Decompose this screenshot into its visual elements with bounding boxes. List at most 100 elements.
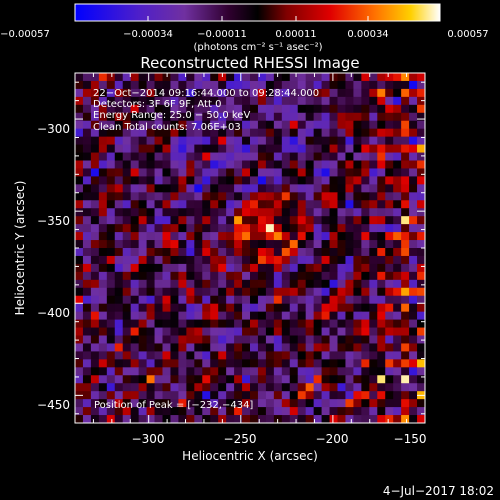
- heatmap-cell: [250, 192, 259, 201]
- heatmap-cell: [90, 208, 100, 217]
- heatmap-cell: [98, 415, 108, 423]
- heatmap-cell: [178, 415, 187, 423]
- heatmap-cell: [265, 88, 275, 98]
- heatmap-cell: [409, 399, 418, 408]
- heatmap-cell: [122, 144, 132, 153]
- heatmap-cell: [178, 311, 187, 320]
- heatmap-cell: [202, 311, 211, 320]
- heatmap-cell: [377, 343, 386, 352]
- heatmap-cell: [329, 375, 338, 384]
- heatmap-cell: [210, 73, 219, 82]
- heatmap-cell: [202, 391, 211, 400]
- heatmap-cell: [257, 73, 267, 82]
- heatmap-cell: [130, 391, 140, 400]
- heatmap-cell: [305, 295, 315, 305]
- heatmap-cell: [297, 232, 307, 241]
- heatmap-cell: [409, 271, 418, 281]
- heatmap-cell: [90, 327, 100, 336]
- heatmap-cell: [257, 112, 267, 122]
- heatmap-cell: [106, 232, 116, 241]
- heatmap-cell: [289, 200, 299, 209]
- heatmap-cell: [409, 248, 418, 257]
- heatmap-cell: [377, 399, 386, 408]
- heatmap-cell: [337, 391, 346, 400]
- heatmap-cell: [305, 343, 315, 352]
- heatmap-cell: [417, 144, 425, 153]
- heatmap-cell: [186, 279, 195, 289]
- heatmap-cell: [401, 271, 410, 281]
- heatmap-cell: [106, 383, 116, 392]
- heatmap-cell: [417, 367, 425, 376]
- heatmap-cell: [313, 136, 322, 145]
- heatmap-cell: [170, 224, 179, 233]
- heatmap-cell: [273, 216, 283, 225]
- heatmap-cell: [329, 327, 338, 336]
- heatmap-cell: [234, 351, 243, 360]
- heatmap-cell: [273, 168, 283, 177]
- heatmap-cell: [281, 216, 291, 225]
- heatmap-cell: [265, 343, 275, 352]
- heatmap-cell: [122, 216, 132, 225]
- heatmap-cell: [250, 168, 259, 177]
- heatmap-cell: [409, 144, 418, 153]
- heatmap-cell: [281, 96, 291, 106]
- heatmap-cell: [417, 160, 425, 169]
- heatmap-cell: [98, 303, 108, 313]
- heatmap-cell: [146, 391, 155, 400]
- heatmap-cell: [138, 399, 147, 408]
- heatmap-cell: [369, 391, 378, 400]
- heatmap-cell: [385, 271, 394, 281]
- heatmap-cell: [385, 152, 394, 161]
- heatmap-cell: [305, 303, 315, 313]
- heatmap-cell: [218, 351, 227, 360]
- heatmap-cell: [329, 73, 338, 82]
- heatmap-cell: [90, 399, 100, 408]
- heatmap-cell: [409, 184, 418, 193]
- heatmap-cell: [82, 383, 92, 392]
- heatmap-cell: [353, 144, 362, 153]
- heatmap-cell: [345, 192, 354, 201]
- heatmap-cell: [146, 271, 155, 281]
- heatmap-cell: [377, 287, 386, 297]
- heatmap-cell: [337, 73, 346, 82]
- heatmap-cell: [417, 168, 425, 177]
- heatmap-cell: [202, 120, 211, 130]
- heatmap-cell: [417, 271, 425, 281]
- heatmap-cell: [218, 184, 227, 193]
- heatmap-cell: [321, 208, 330, 217]
- heatmap-cell: [265, 104, 275, 114]
- heatmap-cell: [82, 263, 92, 273]
- heatmap-cell: [297, 176, 307, 185]
- heatmap-cell: [337, 399, 346, 408]
- heatmap-cell: [305, 263, 315, 273]
- heatmap-cell: [377, 192, 386, 201]
- heatmap-cell: [281, 128, 291, 138]
- heatmap-cell: [202, 319, 211, 328]
- heatmap-cell: [162, 73, 171, 82]
- heatmap-cell: [377, 160, 386, 169]
- heatmap-cell: [178, 359, 187, 368]
- heatmap-cell: [242, 271, 251, 281]
- heatmap-cell: [218, 144, 227, 153]
- heatmap-cell: [417, 200, 425, 209]
- heatmap-cell: [297, 104, 307, 114]
- heatmap-cell: [321, 375, 330, 384]
- heatmap-cell: [210, 383, 219, 392]
- heatmap-cell: [146, 120, 155, 130]
- heatmap-cell: [345, 335, 354, 344]
- heatmap-cell: [265, 73, 275, 82]
- heatmap-cell: [194, 192, 203, 201]
- heatmap-cell: [234, 184, 243, 193]
- heatmap-cell: [170, 80, 179, 90]
- heatmap-cell: [393, 399, 402, 408]
- heatmap-cell: [305, 73, 315, 82]
- heatmap-cell: [138, 240, 147, 249]
- heatmap-cell: [265, 407, 275, 416]
- heatmap-cell: [273, 160, 283, 169]
- heatmap-cell: [122, 335, 132, 344]
- heatmap-cell: [218, 271, 227, 281]
- heatmap-cell: [98, 184, 108, 193]
- heatmap-cell: [417, 255, 425, 265]
- heatmap-cell: [114, 160, 124, 169]
- heatmap-cell: [329, 88, 338, 98]
